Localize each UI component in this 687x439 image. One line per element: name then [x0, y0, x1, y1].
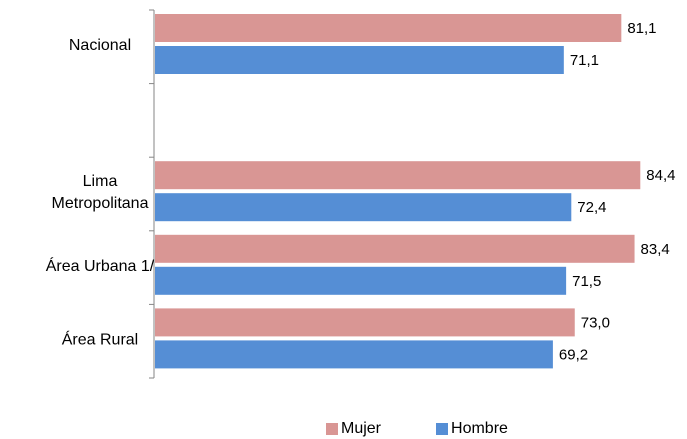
data-label-mujer-3: 83,4 — [641, 241, 670, 258]
category-label-4: Área Rural — [62, 329, 138, 348]
data-label-mujer-4: 73,0 — [581, 314, 610, 331]
bar-chart: 81,1 71,1 Nacional 84,4 72,4 Lima Metropolitan… — [46, 9, 676, 379]
bar-mujer-3 — [155, 234, 635, 263]
legend-label-mujer: Mujer — [341, 420, 382, 437]
category-axis — [149, 9, 155, 379]
bar-mujer-4 — [155, 308, 575, 337]
bar-mujer-0 — [155, 14, 622, 42]
data-label-hombre-0: 71,1 — [570, 52, 599, 69]
data-label-mujer-0: 81,1 — [627, 20, 656, 37]
bar-hombre-0 — [155, 46, 564, 74]
legend-swatch-mujer — [326, 423, 338, 435]
data-label-hombre-3: 71,5 — [572, 273, 601, 290]
data-label-hombre-4: 69,2 — [559, 346, 588, 363]
legend-label-hombre: Hombre — [451, 420, 508, 437]
legend-item-hombre: Hombre — [436, 420, 508, 438]
category-label-0: Nacional — [69, 37, 131, 54]
data-label-hombre-2: 72,4 — [577, 199, 606, 216]
labels-layer: 81,1 71,1 Nacional 84,4 72,4 Lima Metropolitan… — [46, 20, 676, 363]
legend: Mujer Hombre — [326, 420, 563, 438]
category-label-2: Lima Metropolitana — [52, 173, 149, 212]
bar-hombre-3 — [155, 266, 567, 295]
data-label-mujer-2: 84,4 — [646, 167, 675, 184]
legend-swatch-hombre — [436, 423, 449, 435]
bar-hombre-4 — [155, 340, 553, 369]
category-label-3: Área Urbana 1/ — [46, 256, 155, 275]
bars-layer — [155, 14, 641, 369]
legend-item-mujer: Mujer — [326, 420, 381, 438]
bar-hombre-2 — [155, 193, 572, 222]
bar-mujer-2 — [155, 161, 641, 190]
